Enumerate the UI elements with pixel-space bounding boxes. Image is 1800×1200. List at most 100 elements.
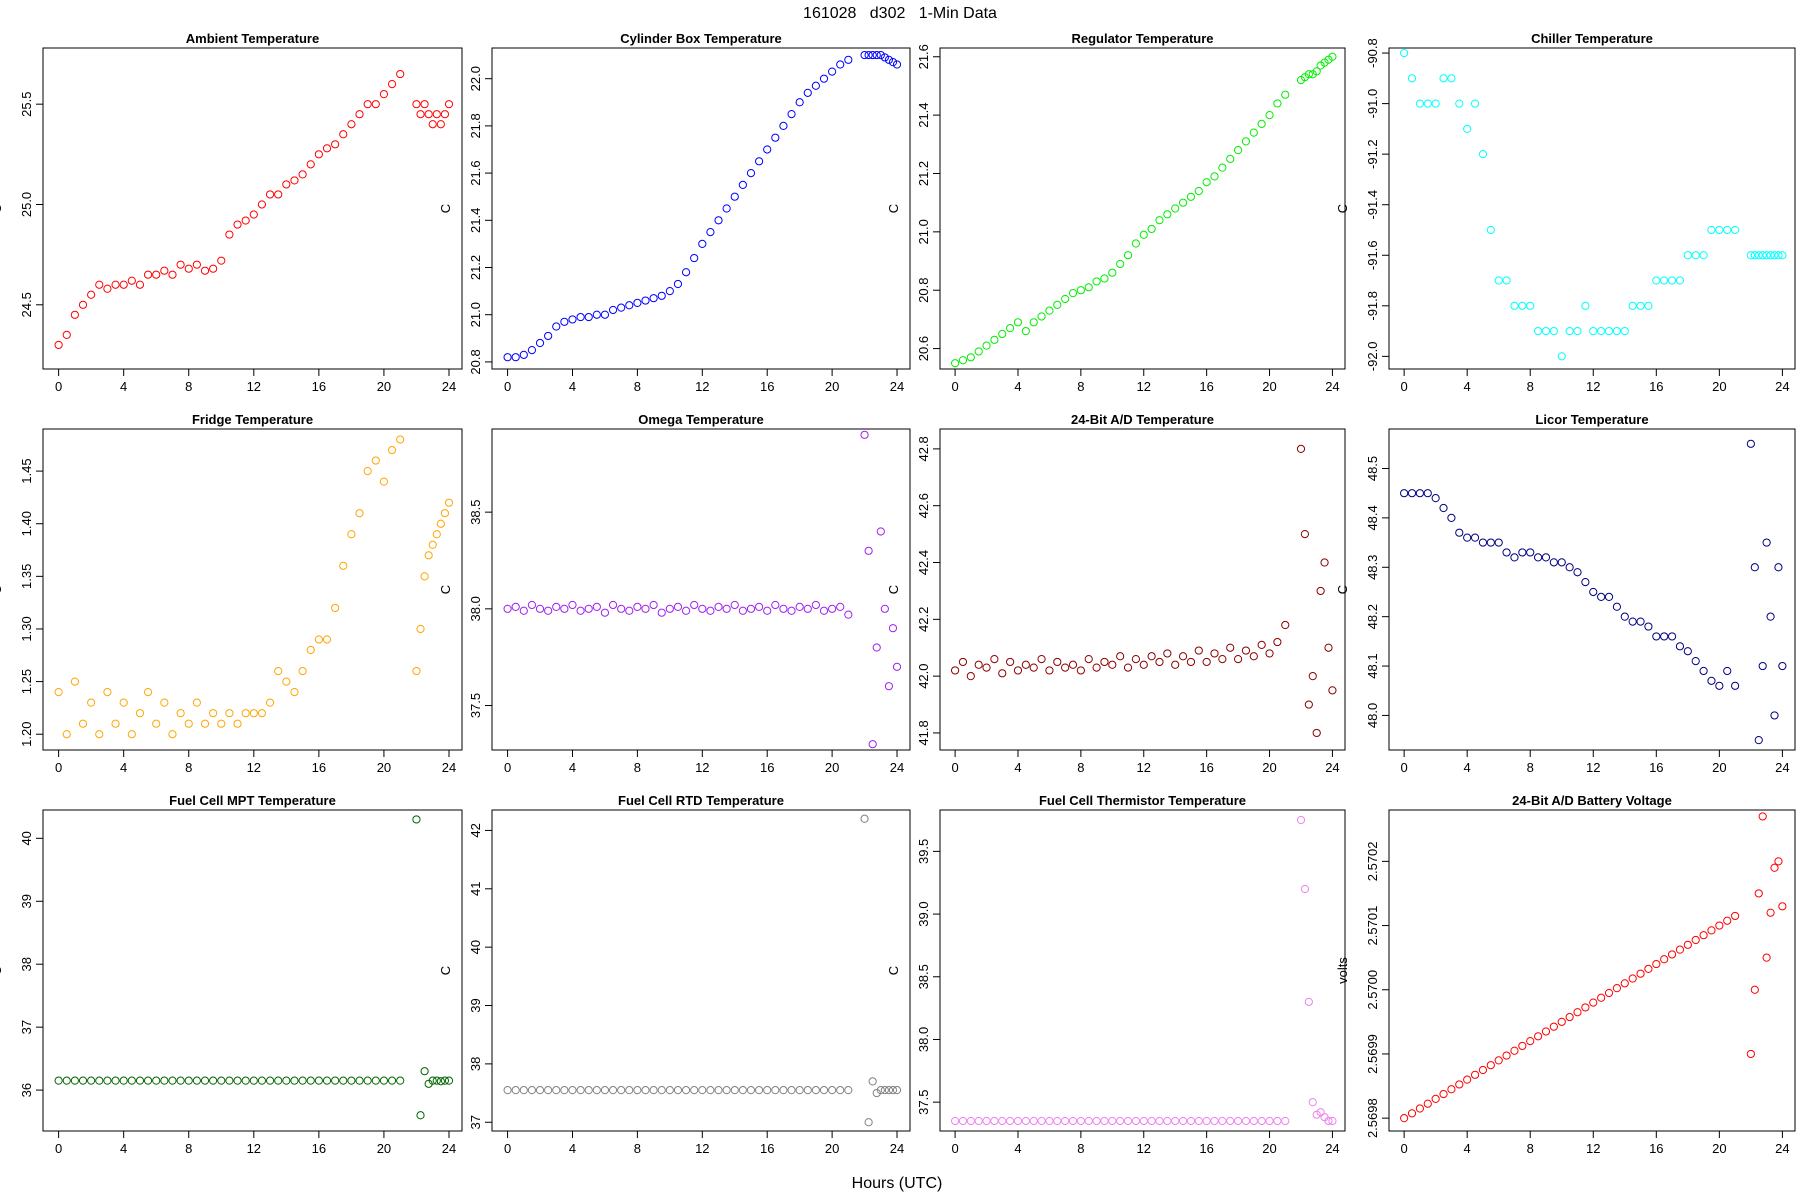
- point: [1463, 1075, 1472, 1084]
- point: [868, 1077, 877, 1086]
- y-tick-label: 1.35: [19, 564, 34, 589]
- point: [54, 340, 63, 350]
- y-tick-label: -92.0: [1365, 342, 1380, 372]
- y-tick-label: 37: [19, 1020, 34, 1034]
- point: [1029, 663, 1038, 672]
- point: [1652, 276, 1661, 285]
- point: [544, 331, 553, 341]
- point: [819, 1086, 829, 1095]
- plot-frame: [491, 428, 911, 751]
- x-tick-label: 20: [1712, 760, 1726, 775]
- point: [1431, 1094, 1440, 1104]
- point: [428, 1076, 437, 1085]
- y-tick-label: 38: [19, 957, 34, 971]
- point: [576, 606, 585, 615]
- x-tick-label: 24: [442, 379, 456, 394]
- point: [274, 1076, 283, 1085]
- x-tick-label: 4: [1014, 760, 1021, 775]
- x-tick-label: 4: [120, 1141, 127, 1156]
- point: [1407, 489, 1417, 498]
- x-tick-label: 0: [504, 1141, 511, 1156]
- point: [1486, 225, 1495, 235]
- point: [424, 551, 433, 560]
- point: [811, 600, 820, 610]
- point: [544, 606, 553, 615]
- point: [1620, 612, 1629, 621]
- point: [1636, 969, 1645, 978]
- panel-title: Fuel Cell MPT Temperature: [169, 793, 336, 808]
- point: [298, 170, 307, 179]
- y-axis-label: volts: [1335, 957, 1350, 984]
- point: [1778, 902, 1787, 911]
- point: [681, 268, 691, 277]
- panel-title: Chiller Temperature: [1531, 31, 1653, 46]
- y-tick-label: 39.0: [916, 901, 931, 926]
- point: [771, 133, 780, 142]
- point: [1731, 225, 1740, 235]
- point: [1415, 489, 1424, 498]
- x-tick-label: 4: [1464, 1141, 1471, 1156]
- point: [754, 602, 764, 612]
- point: [111, 719, 120, 728]
- point: [1439, 1089, 1448, 1099]
- point: [440, 1076, 450, 1085]
- panel: Fridge Temperature C 0 4 8 12 16 20 24 1.20 1.25 1.…: [0, 412, 463, 775]
- point: [1597, 993, 1606, 1002]
- point: [1131, 1116, 1140, 1126]
- point: [62, 730, 71, 739]
- point: [160, 1076, 169, 1085]
- point: [363, 100, 372, 109]
- y-axis-label: C: [0, 585, 4, 594]
- point: [1541, 553, 1551, 562]
- x-tick-label: 8: [634, 1141, 641, 1156]
- x-tick-label: 16: [760, 1141, 774, 1156]
- panel: Ambient Temperature C 0 4 8 12 16 20 24 24.5 25.0 2…: [0, 31, 463, 394]
- point: [1478, 538, 1488, 547]
- x-tick-label: 20: [1262, 1141, 1276, 1156]
- point: [1652, 632, 1661, 641]
- point: [828, 1086, 837, 1095]
- point: [62, 1076, 71, 1085]
- point: [209, 264, 218, 273]
- point: [225, 709, 234, 718]
- point: [714, 602, 723, 612]
- point: [649, 600, 658, 610]
- point: [1723, 916, 1732, 925]
- point: [584, 1086, 593, 1095]
- y-tick-label: -90.8: [1365, 38, 1380, 68]
- point: [1758, 812, 1767, 821]
- panel-title: Omega Temperature: [638, 412, 763, 427]
- point: [290, 1076, 299, 1085]
- point: [1518, 1041, 1527, 1051]
- point: [600, 1086, 610, 1095]
- point: [331, 140, 340, 149]
- point: [347, 530, 356, 539]
- point: [440, 110, 450, 119]
- y-tick-label: 2.5698: [1365, 1098, 1380, 1138]
- point: [828, 67, 837, 76]
- y-tick-label: 36: [19, 1083, 34, 1097]
- x-tick-label: 8: [1527, 760, 1534, 775]
- panel: Licor Temperature C 0 4 8 12 16 20 24 48.0 48.1 48.…: [1335, 412, 1796, 775]
- point: [363, 1076, 372, 1085]
- point: [168, 730, 177, 739]
- point: [416, 624, 425, 634]
- x-tick-label: 12: [247, 1141, 261, 1156]
- y-tick-label: 21.0: [468, 302, 483, 327]
- point: [1565, 563, 1574, 572]
- point: [690, 1086, 699, 1095]
- point: [1612, 602, 1622, 611]
- point: [152, 719, 161, 728]
- point: [872, 1088, 881, 1098]
- y-tick-label: 40: [19, 831, 34, 845]
- point: [803, 604, 812, 613]
- plot-frame: [491, 809, 911, 1132]
- point: [1218, 654, 1227, 664]
- point: [746, 1086, 756, 1095]
- y-axis-label: C: [886, 585, 901, 594]
- point: [70, 1076, 79, 1085]
- point: [176, 1076, 185, 1085]
- y-tick-label: 38: [468, 1057, 483, 1071]
- point: [265, 698, 275, 707]
- point: [511, 602, 520, 612]
